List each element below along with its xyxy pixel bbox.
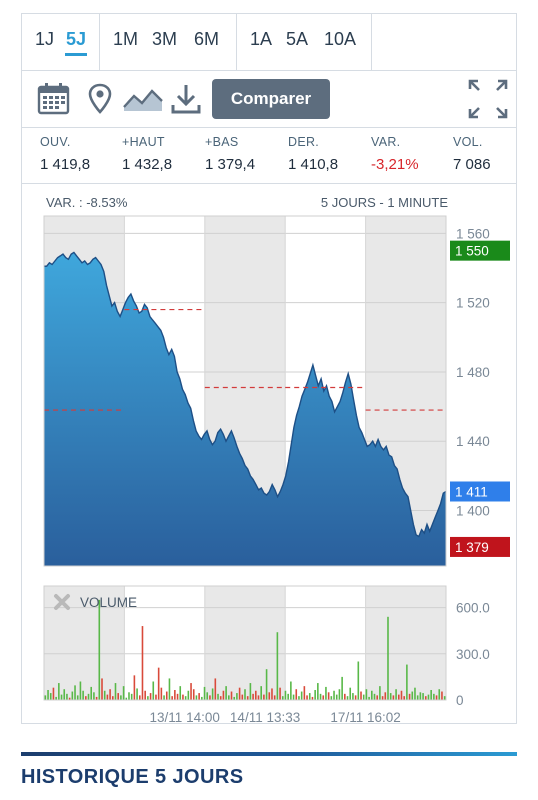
last-price-label: 1 411 [455, 484, 488, 499]
stat-open: OUV. 1 419,8 [40, 135, 120, 173]
stat-open-label: OUV. [40, 135, 71, 149]
volume-tick-label: 300.0 [456, 647, 490, 662]
low-price-label: 1 379 [455, 540, 489, 555]
variation-header: VAR. : -8.53% [46, 195, 128, 210]
period-group-short: 1J 5J [22, 14, 100, 70]
period-group-years: 1A 5A 10A [236, 14, 372, 70]
stat-var-label: VAR. [371, 135, 401, 149]
high-price-badge [450, 240, 510, 261]
price-tick-label: 1 560 [456, 226, 490, 241]
period-5a-button[interactable]: 5A [286, 29, 309, 49]
period-1j-button[interactable]: 1J [35, 29, 55, 49]
history-title: HISTORIQUE 5 JOURS [21, 766, 244, 788]
stat-var: VAR. -3,21% [371, 135, 451, 173]
volume-session-band-2 [204, 586, 286, 700]
calendar-icon[interactable] [36, 81, 72, 117]
low-price-badge [450, 536, 510, 557]
period-group-months: 1M 3M 6M [99, 14, 237, 70]
stat-open-value: 1 419,8 [40, 156, 91, 173]
stat-low-label: +BAS [205, 135, 239, 149]
period-6m-button[interactable]: 6M [194, 29, 220, 49]
period-3m-button[interactable]: 3M [152, 29, 178, 49]
stat-var-value: -3,21% [371, 156, 419, 173]
stat-last: DER. 1 410,8 [288, 135, 368, 173]
period-1a-button[interactable]: 1A [250, 29, 273, 49]
period-10a-button[interactable]: 10A [324, 29, 357, 49]
time-tick-label: 17/11 16:02 [330, 710, 400, 724]
period-1m-button[interactable]: 1M [113, 29, 139, 49]
area-chart-icon[interactable] [122, 81, 164, 117]
price-plot-border [43, 215, 447, 567]
volume-tick-label: 0 [456, 693, 464, 708]
volume-plot-border [43, 585, 447, 701]
stat-volume: VOL. 7 086 [453, 135, 533, 173]
volume-legend: VOLUME [54, 594, 137, 610]
last-price-badge [450, 481, 510, 502]
time-tick-label: 13/11 14:00 [150, 710, 220, 724]
stat-high-label: +HAUT [122, 135, 165, 149]
close-icon-mark [54, 594, 70, 610]
history-divider [21, 752, 517, 756]
stat-volume-value: 7 086 [453, 156, 491, 173]
compare-button[interactable]: Comparer [212, 79, 330, 119]
interval-header: 5 JOURS - 1 MINUTE [321, 195, 448, 210]
price-tick-label: 1 480 [456, 365, 490, 380]
high-price-label: 1 550 [455, 244, 489, 259]
map-pin-icon[interactable] [82, 81, 118, 117]
period-5j-button[interactable]: 5J [64, 29, 88, 56]
stat-high-value: 1 432,8 [122, 156, 173, 173]
stat-last-label: DER. [288, 135, 320, 149]
price-tick-label: 1 440 [456, 434, 490, 449]
stat-last-value: 1 410,8 [288, 156, 339, 173]
price-line [43, 251, 447, 538]
chart-toolbar: Comparer [22, 71, 516, 128]
stat-low: +BAS 1 379,4 [205, 135, 285, 173]
stat-low-value: 1 379,4 [205, 156, 256, 173]
volume-session-band-4 [365, 586, 446, 700]
price-tick-label: 1 400 [456, 504, 490, 519]
stat-high: +HAUT 1 432,8 [122, 135, 202, 173]
stat-volume-label: VOL. [453, 135, 483, 149]
price-volume-chart: VAR. : -8.53% 5 JOURS - 1 MINUTE 1 560 1 … [43, 195, 510, 724]
price-tick-label: 1 520 [456, 296, 490, 311]
stats-row: OUV. 1 419,8 +HAUT 1 432,8 +BAS 1 379,4 … [22, 127, 516, 184]
volume-label: VOLUME [80, 595, 137, 610]
time-tick-label: 14/11 13:33 [230, 710, 300, 724]
price-area [44, 252, 446, 566]
volume-tick-label: 600.0 [456, 601, 490, 616]
download-icon[interactable] [168, 81, 204, 117]
close-icon [54, 594, 70, 610]
period-selector: 1J 5J 1M 3M 6M 1A 5A 10A [22, 14, 516, 71]
expand-icon[interactable] [466, 77, 510, 121]
chart-panel: 1J 5J 1M 3M 6M 1A 5A 10A [21, 13, 517, 724]
